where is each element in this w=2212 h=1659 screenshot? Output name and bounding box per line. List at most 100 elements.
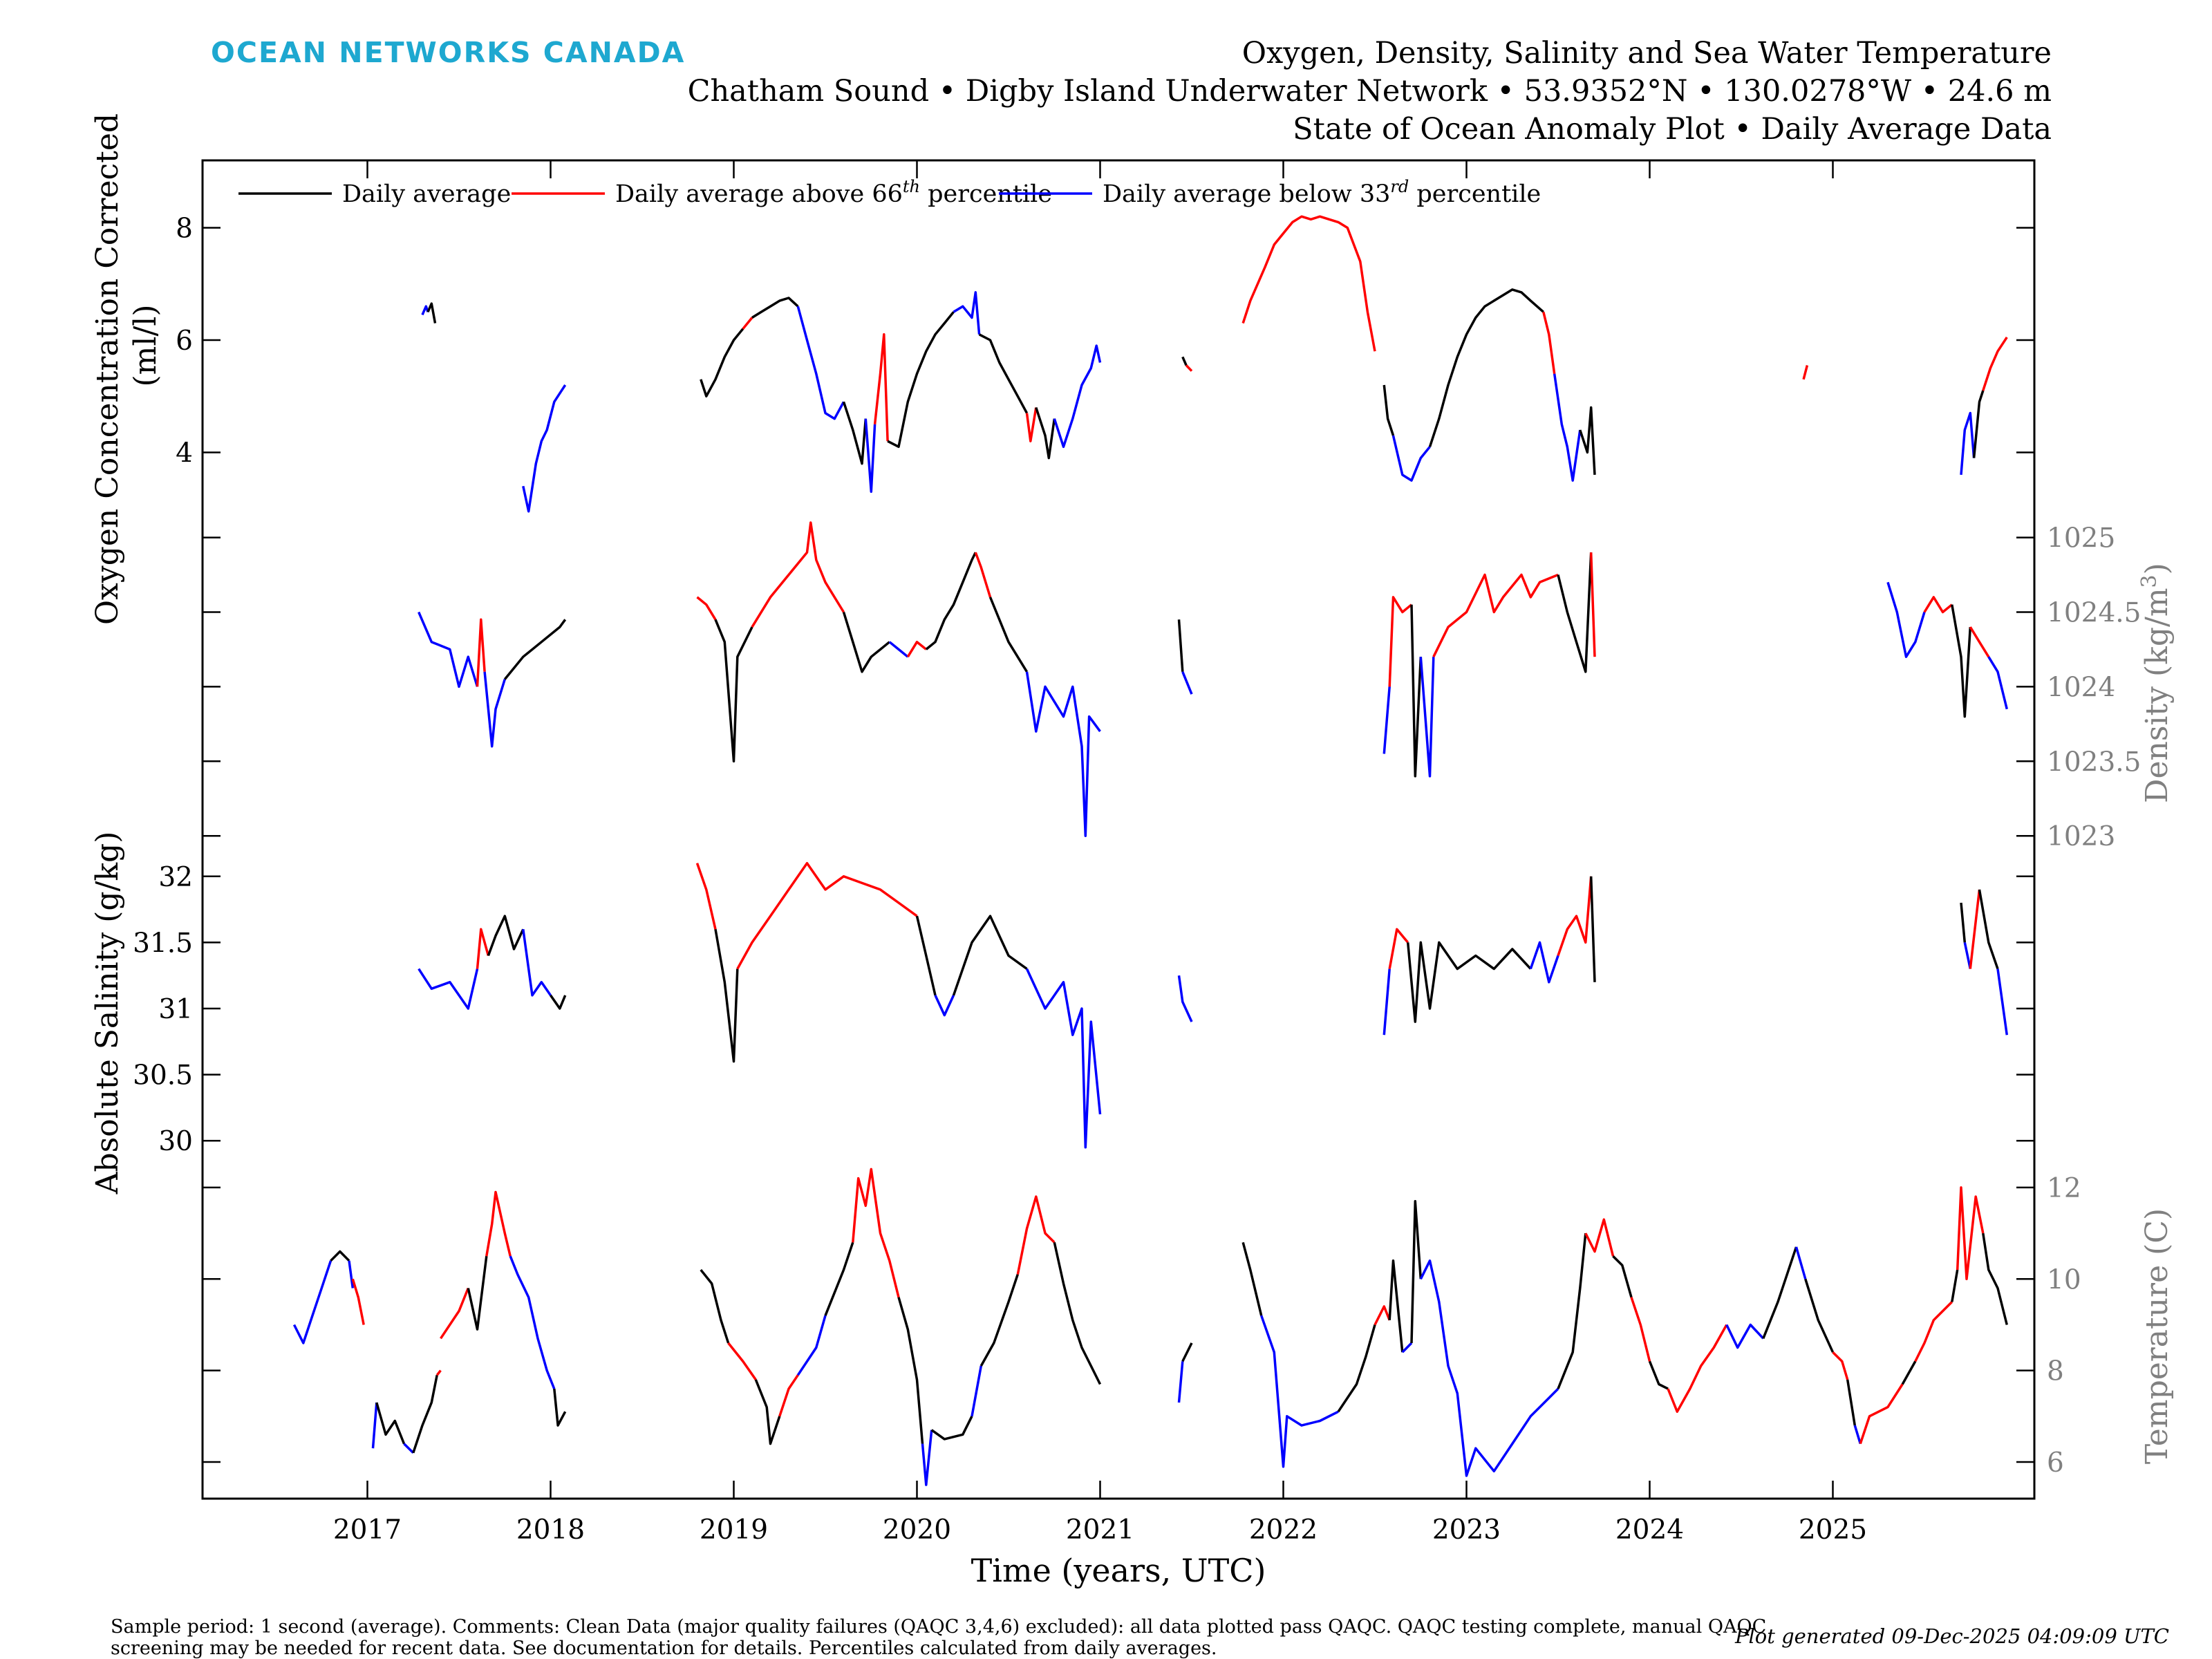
density-series-line: [988, 597, 1028, 673]
temperature-series-line: [1794, 1246, 1807, 1280]
salinity-series-line: [487, 915, 525, 957]
ocean-networks-canada-logo: OCEAN NETWORKS CANADA: [211, 36, 686, 69]
density-series-line: [1951, 604, 1972, 718]
x-tick-label: 2020: [883, 1515, 951, 1546]
oxygen-series-line: [1553, 373, 1582, 482]
temperature-series-line: [1832, 1351, 1849, 1380]
temperature-series-line: [1859, 1383, 1904, 1445]
temperature-series-line: [1853, 1425, 1862, 1445]
salinity-series-line: [1969, 889, 1981, 969]
temperature-series-line: [824, 1241, 854, 1316]
temperature-series-line: [980, 1274, 1019, 1367]
oxygen-series-line: [742, 317, 753, 330]
density-series-line: [1557, 552, 1593, 673]
density-series-line: [1987, 656, 2008, 710]
salinity-series-line: [476, 928, 490, 969]
plot-frame: [201, 159, 2036, 1500]
oxygen-series-line: [1982, 336, 2008, 391]
salinity-series-line: [1406, 941, 1532, 1023]
x-tick-label: 2025: [1799, 1515, 1867, 1546]
density-series-line: [888, 641, 909, 658]
temperature-series-line: [1584, 1218, 1615, 1257]
temperature-series-line: [1177, 1361, 1184, 1403]
temperature-series-line: [852, 1168, 900, 1298]
salinity-series-line: [522, 929, 552, 997]
salinity-series-line: [1025, 968, 1102, 1149]
x-tick-label: 2021: [1066, 1515, 1134, 1546]
salinity-tick-label: 32: [158, 862, 193, 893]
oxygen-series-line: [864, 418, 877, 494]
salinity-series-line: [1978, 889, 1999, 970]
density-series-line: [1886, 581, 1926, 658]
temperature-series-line: [348, 1260, 355, 1288]
oxygen-series-line: [1382, 384, 1395, 436]
temperature-series-line: [351, 1278, 365, 1325]
oxygen-tick-label: 4: [176, 438, 193, 469]
oxygen-series-line: [1053, 344, 1102, 449]
temperature-tick-label: 10: [2047, 1264, 2081, 1295]
oxygen-series-line: [796, 306, 845, 420]
density-series-line: [1388, 596, 1413, 687]
temperature-series-line: [1388, 1259, 1404, 1353]
oxygen-series-line: [842, 401, 868, 465]
salinity-tick-label: 30.5: [133, 1060, 193, 1091]
footer-note: Sample period: 1 second (average). Comme…: [111, 1616, 1767, 1659]
temperature-series-line: [1914, 1301, 1953, 1362]
oxygen-series-line: [751, 297, 799, 319]
salinity-series-line: [915, 915, 937, 996]
density-series-line: [503, 619, 567, 680]
temperature-series-line: [330, 1250, 350, 1262]
temperature-series-line: [1337, 1324, 1376, 1413]
temperature-series-line: [1804, 1278, 1835, 1353]
temperature-tick-label: 6: [2047, 1447, 2064, 1479]
oxygen-tick-label: 6: [176, 326, 193, 357]
temperature-series-line: [1241, 1241, 1263, 1316]
oxygen-series-line: [1181, 356, 1188, 366]
temperature-series-line: [403, 1443, 415, 1454]
temperature-series-line: [1901, 1360, 1917, 1385]
temperature-series-line: [375, 1402, 406, 1445]
density-series-line: [1181, 671, 1193, 695]
temperature-series-line: [1612, 1255, 1633, 1298]
density-series-line: [1923, 596, 1953, 614]
density-series-line: [714, 619, 753, 763]
plot-generated-timestamp: Plot generated 09-Dec-2025 04:09:09 UTC: [1734, 1624, 2169, 1648]
density-tick-label: 1025: [2047, 523, 2115, 554]
legend-entry: Daily average: [342, 180, 511, 208]
oxygen-series-line: [978, 333, 1029, 414]
density-series-line: [842, 611, 890, 673]
salinity-series-line: [1388, 928, 1409, 969]
density-series-line: [1432, 573, 1559, 657]
salinity-series-line: [736, 861, 918, 970]
temperature-series-line: [1725, 1323, 1765, 1349]
oxygen-series-line: [1035, 406, 1056, 460]
oxygen-axis-unit: (ml/l): [128, 304, 163, 386]
temperature-axis-label: Temperature (C): [2139, 1208, 2175, 1464]
temperature-series-line: [727, 1342, 757, 1380]
oxygen-series-line: [1802, 365, 1809, 380]
temperature-series-line: [1401, 1342, 1413, 1353]
temperature-series-line: [921, 1430, 933, 1486]
temperature-series-line: [1846, 1379, 1857, 1426]
temperature-series-line: [371, 1402, 378, 1449]
temperature-series-line: [553, 1388, 567, 1427]
oxygen-series-line: [700, 328, 744, 397]
oxygen-series-line: [1185, 364, 1193, 372]
temperature-tick-label: 12: [2047, 1173, 2081, 1204]
density-series-line: [1589, 552, 1596, 657]
oxygen-series-line: [1579, 406, 1596, 475]
temperature-series-line: [1667, 1324, 1728, 1413]
oxygen-series-line: [1241, 215, 1376, 352]
salinity-series-line: [550, 994, 567, 1010]
x-tick-label: 2022: [1249, 1515, 1318, 1546]
oxygen-series-line: [1391, 435, 1431, 482]
temperature-series-line: [754, 1379, 781, 1445]
salinity-tick-label: 30: [158, 1126, 193, 1157]
density-series-line: [751, 521, 845, 628]
temperature-series-line: [485, 1190, 512, 1257]
chart-title: Oxygen, Density, Salinity and Sea Water …: [1241, 36, 2052, 71]
density-series-line: [1025, 671, 1101, 837]
chart-subtitle: Chatham Sound • Digby Island Underwater …: [687, 74, 2052, 109]
oxygen-series-line: [1025, 407, 1038, 442]
